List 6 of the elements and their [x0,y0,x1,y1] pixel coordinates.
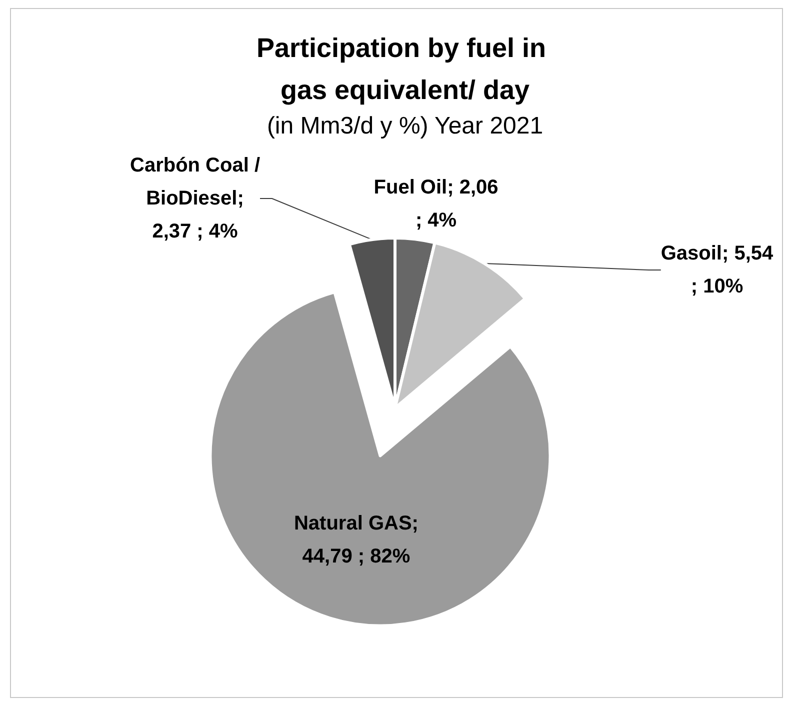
slice-label: Carbón Coal / BioDiesel; 2,37 ; 4% [130,154,260,242]
slice-label: Natural GAS; 44,79 ; 82% [294,512,418,568]
slice-label: Gasoil; 5,54 ; 10% [660,242,774,298]
chart-subtitle: (in Mm3/d y %) Year 2021 [266,112,544,140]
chart-title: Participation by fuel in gas equivalent/ day [256,33,554,105]
slice-label: Fuel Oil; 2,06 ; 4% [374,176,498,232]
